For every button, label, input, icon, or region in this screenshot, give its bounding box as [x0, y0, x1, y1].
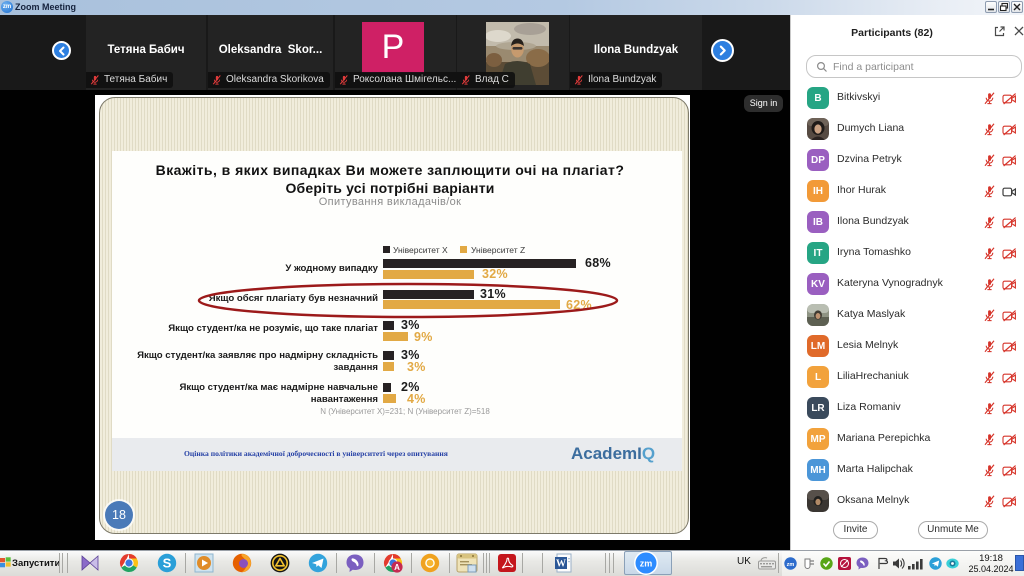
- svg-text:W: W: [556, 559, 566, 570]
- svg-text:A: A: [394, 563, 400, 572]
- svg-text:zm: zm: [640, 559, 653, 569]
- svg-text:S: S: [163, 556, 172, 571]
- svg-text:zm: zm: [787, 562, 795, 568]
